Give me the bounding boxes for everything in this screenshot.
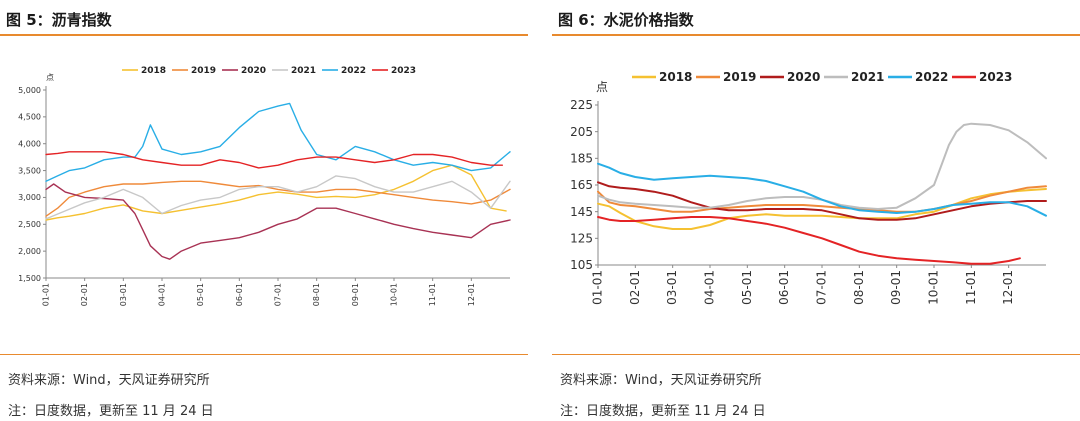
legend-label-2018: 2018 [141,66,166,76]
x-tick-label: 08-01 [852,270,866,305]
legend-label-2022: 2022 [915,70,948,84]
y-unit-label: 点 [596,80,608,94]
y-tick-label: 2,500 [18,220,41,229]
legend-label-2021: 2021 [291,66,316,76]
x-tick-label: 03-01 [119,283,128,306]
series-line-2023 [45,151,503,169]
x-tick-label: 08-01 [312,283,321,306]
x-tick-label: 01-01 [591,270,605,305]
cement-price-index-chart: 2018 2019 2020 2021 2022 2023 点 105 125 145 165 185… [570,70,1047,305]
x-tick-label: 11-01 [964,270,978,305]
x-tick-label: 09-01 [889,270,903,305]
legend-label-2021: 2021 [851,70,884,84]
y-tick-label: 3,000 [18,193,41,202]
x-tick-label: 12-01 [1001,270,1015,305]
x-tick-label: 03-01 [665,270,679,305]
y-tick-label: 185 [570,152,593,166]
x-tick-label: 04-01 [703,270,717,305]
title-divider [552,34,1080,36]
y-tick-label: 2,000 [18,247,41,256]
series-line-2022 [597,162,1047,217]
figure-title: 图 6：水泥价格指数 [558,11,694,29]
series-line-2020 [45,183,511,260]
legend-label-2020: 2020 [787,70,820,84]
y-unit-label: 点 [46,73,54,82]
update-note: 注：日度数据，更新至 11 月 24 日 [560,404,766,419]
y-tick-label: 4,000 [18,140,41,149]
x-tick-label: 05-01 [740,270,754,305]
x-tick-label: 07-01 [815,270,829,305]
x-tick-label: 10-01 [927,270,941,305]
legend-label-2018: 2018 [659,70,692,84]
chart-panel-cement: 图 6：水泥价格指数 2018 2019 2020 2021 2022 2023 点 105 1… [552,0,1080,421]
figure-title: 图 5：沥青指数 [6,11,112,29]
x-tick-label: 11-01 [428,283,437,306]
footer-divider [552,354,1080,355]
series-line-2019 [45,180,511,217]
source-note: 资料来源：Wind，天风证券研究所 [560,373,762,388]
y-tick-label: 125 [570,232,593,246]
y-tick-label: 4,500 [18,113,41,122]
legend-label-2023: 2023 [391,66,416,76]
x-tick-label: 01-01 [42,283,51,306]
x-tick-label: 06-01 [777,270,791,305]
x-tick-label: 02-01 [80,283,89,306]
legend-label-2022: 2022 [341,66,366,76]
asphalt-index-chart: 2018 2019 2020 2021 2022 2023 点 1,500 2,000 2,500… [18,66,511,306]
series-line-2022 [45,102,511,183]
y-tick-label: 3,500 [18,166,41,175]
series-line-2018 [45,164,507,221]
series-line-2021 [597,122,1047,210]
legend-label-2023: 2023 [979,70,1012,84]
source-note: 资料来源：Wind，天风证券研究所 [8,373,210,388]
y-tick-label: 165 [570,178,593,192]
x-tick-label: 02-01 [628,270,642,305]
update-note: 注：日度数据，更新至 11 月 24 日 [8,404,214,419]
footer-divider [0,354,528,355]
y-tick-label: 5,000 [18,86,41,95]
series-line-2020 [597,181,1047,221]
x-tick-label: 04-01 [158,283,167,306]
x-tick-label: 06-01 [235,283,244,306]
legend-label-2019: 2019 [723,70,756,84]
x-tick-label: 10-01 [390,283,399,306]
y-tick-label: 225 [570,98,593,112]
series-line-2023 [597,216,1021,265]
y-tick-label: 1,500 [18,274,41,283]
legend-label-2019: 2019 [191,66,216,76]
y-tick-label: 105 [570,258,593,272]
x-tick-label: 07-01 [274,283,283,306]
series-line-2018 [597,188,1047,230]
y-tick-label: 145 [570,205,593,219]
chart-panel-asphalt: 图 5：沥青指数 2018 2019 2020 2021 2022 2023 点 1,500 2… [0,0,528,421]
x-tick-label: 05-01 [196,283,205,306]
series-line-2019 [597,185,1047,213]
series-line-2021 [45,175,511,220]
legend-label-2020: 2020 [241,66,266,76]
x-tick-label: 12-01 [467,283,476,306]
y-tick-label: 205 [570,125,593,139]
title-divider [0,34,528,36]
x-tick-label: 09-01 [351,283,360,306]
